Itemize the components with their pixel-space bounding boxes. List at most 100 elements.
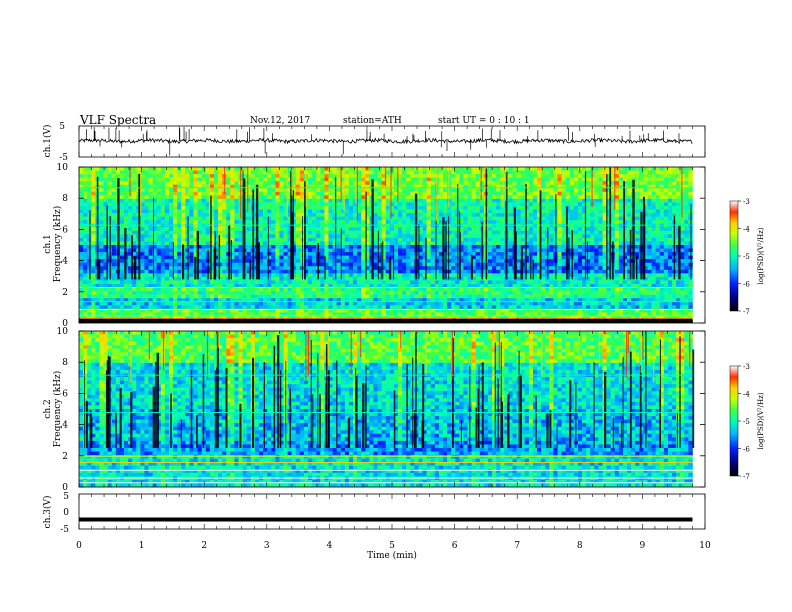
spectrogram-cell <box>365 206 370 210</box>
spectrogram-cell <box>418 181 423 186</box>
spectrogram-cell <box>119 223 125 228</box>
spectrogram-cell <box>602 241 607 246</box>
spectrogram-cell <box>164 280 170 285</box>
spectrogram-cell <box>279 276 284 281</box>
spectrogram-cell <box>577 230 583 235</box>
spectrogram-cell <box>663 216 669 221</box>
spectrogram-cell <box>365 223 370 228</box>
spectrogram-cell <box>103 170 108 175</box>
spectrogram-cell <box>308 276 313 281</box>
spectrogram-cell <box>594 195 599 200</box>
spectrogram-cell <box>209 252 215 256</box>
spectrogram-cell <box>348 198 354 203</box>
spectrogram-cell <box>353 234 358 239</box>
spectrogram-cell <box>263 181 268 186</box>
spectrogram-cell <box>430 262 436 267</box>
spectrogram-cell <box>275 209 280 214</box>
spectrogram-cell <box>643 230 648 235</box>
spectrogram-cell <box>205 195 211 200</box>
spectrogram-cell <box>377 259 382 264</box>
spectrogram-cell <box>365 177 370 182</box>
spectrogram-cell <box>577 269 583 274</box>
spectrogram-cell <box>222 223 227 228</box>
spectrogram-cell <box>283 191 288 196</box>
spectrogram-cell <box>205 237 211 242</box>
spectrogram-cell <box>545 188 550 193</box>
spectrogram-cell <box>602 234 607 239</box>
spectrogram-cell <box>111 223 117 228</box>
spectrogram-cell <box>500 248 505 253</box>
spectrogram-cell <box>430 184 436 189</box>
spectrogram-cell <box>651 273 656 278</box>
spectrogram-cell <box>361 188 366 193</box>
spectrogram-cell <box>79 262 84 267</box>
spectrogram-cell <box>344 167 350 171</box>
spectrogram-cell <box>107 188 113 193</box>
spectrogram-cell <box>361 191 366 196</box>
spectrogram-cell <box>622 259 628 264</box>
spectrogram-cell <box>406 245 411 249</box>
spectrogram-cell <box>512 177 517 182</box>
spectrogram-cell <box>586 220 591 225</box>
spectrogram-cell <box>189 206 194 210</box>
spectrogram-cell <box>676 202 681 207</box>
spectrogram-cell <box>373 177 378 182</box>
spectrogram-cell <box>258 262 264 267</box>
spectrogram-cell <box>246 223 252 228</box>
spectrogram-cell <box>430 167 436 171</box>
spectrogram-cell <box>680 245 685 249</box>
spectrogram-cell <box>676 177 681 182</box>
spectrogram-cell <box>627 188 632 193</box>
spectrogram-cell <box>263 177 268 182</box>
spectrogram-cell <box>119 167 125 171</box>
spectrogram-cell <box>373 167 378 171</box>
spectrogram-cell <box>197 230 202 235</box>
spectrogram-cell <box>389 223 395 228</box>
spectrogram-cell <box>177 248 182 253</box>
spectrogram-cell <box>312 255 317 260</box>
spectrogram-cell <box>520 266 526 271</box>
spectrogram-cell <box>565 181 571 186</box>
spectrogram-cell <box>361 184 366 189</box>
spectrogram-cell <box>561 280 566 285</box>
spectrogram-cell <box>152 248 158 253</box>
spectrogram-cell <box>111 202 117 207</box>
spectrogram-cell <box>541 259 546 264</box>
spectrogram-cell <box>614 241 620 246</box>
spectrogram-cell <box>618 188 624 193</box>
spectrogram-cell <box>373 280 378 285</box>
spectrogram-cell <box>524 216 530 221</box>
spectrogram-cell <box>475 266 481 271</box>
spectrogram-cell <box>299 276 305 281</box>
spectrogram-cell <box>508 177 513 182</box>
spectrogram-cell <box>655 248 661 253</box>
spectrogram-cell <box>487 213 493 217</box>
spectrogram-cell <box>246 206 252 210</box>
spectrogram-cell <box>168 262 174 267</box>
spectrogram-cell <box>545 209 550 214</box>
spectrogram-cell <box>132 206 137 210</box>
spectrogram-cell <box>471 255 477 260</box>
spectrogram-cell <box>267 216 272 221</box>
spectrogram-cell <box>410 266 415 271</box>
spectrogram-cell <box>324 252 329 256</box>
spectrogram-cell <box>680 262 685 267</box>
spectrogram-cell <box>119 259 125 264</box>
spectrogram-cell <box>328 230 333 235</box>
spectrogram-cell <box>479 202 485 207</box>
spectrogram-cell <box>651 227 656 232</box>
spectrogram-cell <box>234 202 239 207</box>
spectrogram-cell <box>402 266 407 271</box>
spectrogram-cell <box>549 259 554 264</box>
spectrogram-cell <box>532 177 538 182</box>
spectrogram-cell <box>197 262 202 267</box>
spectrogram-cell <box>561 181 566 186</box>
spectrogram-cell <box>598 237 603 242</box>
spectrogram-cell <box>222 213 227 217</box>
spectrogram-cell <box>152 245 158 249</box>
spectrogram-cell <box>524 269 530 274</box>
spectrogram-cell <box>312 266 317 271</box>
spectrogram-cell <box>156 206 162 210</box>
spectrogram-cell <box>336 273 342 278</box>
spectrogram-cell <box>402 280 407 285</box>
